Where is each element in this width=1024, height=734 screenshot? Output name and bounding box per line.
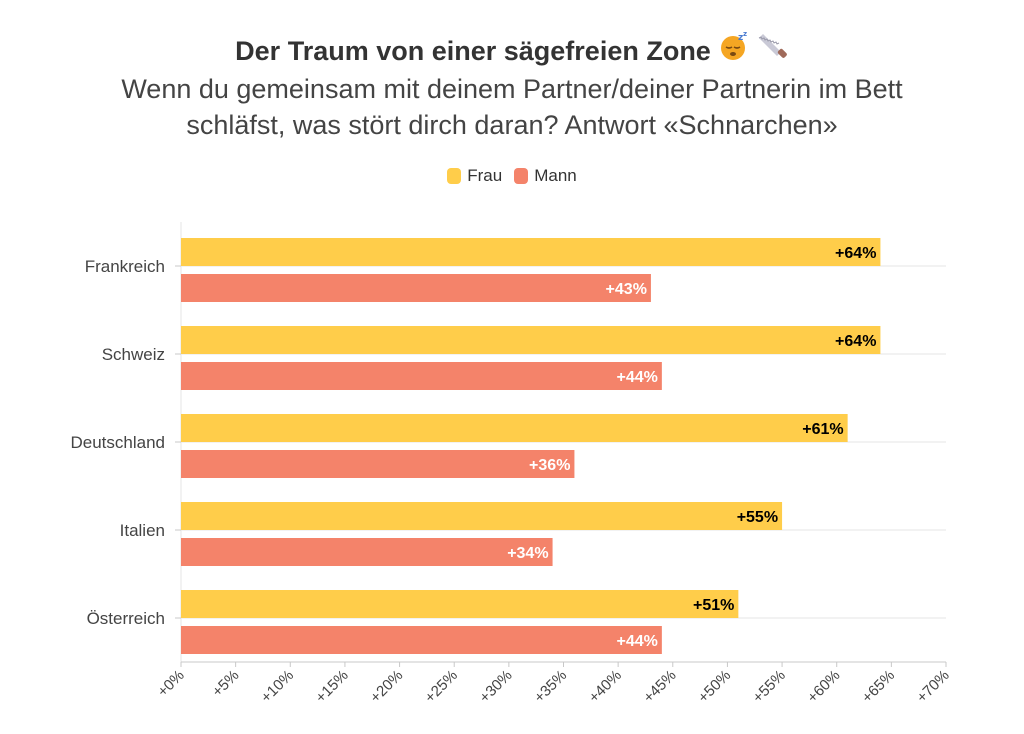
x-tick-label: +10% <box>258 667 297 706</box>
x-tick-label: +0% <box>154 667 188 701</box>
bar-mann <box>181 538 553 566</box>
data-label-frau: +55% <box>737 509 778 526</box>
bar-frau <box>181 502 783 530</box>
x-tick-label: +50% <box>695 667 734 706</box>
bar-frau <box>181 590 739 618</box>
x-tick-label: +30% <box>476 667 515 706</box>
category-label: Italien <box>120 521 165 540</box>
x-tick-label: +35% <box>531 667 570 706</box>
data-label-mann: +44% <box>616 633 657 650</box>
legend-swatch-mann <box>514 168 529 184</box>
x-tick-label: +5% <box>209 667 243 701</box>
x-tick-label: +45% <box>640 667 679 706</box>
chart-title-row: Der Traum von einer sägefreien Zone z z <box>235 30 789 71</box>
legend: Frau Mann <box>0 166 1024 186</box>
chart-title: Der Traum von einer sägefreien Zone <box>235 35 711 66</box>
x-tick-label: +40% <box>586 667 625 706</box>
bar-frau <box>181 326 881 354</box>
data-label-frau: +51% <box>693 597 734 614</box>
x-tick-label: +25% <box>422 667 461 706</box>
title-block: Der Traum von einer sägefreien Zone z z … <box>0 30 1024 143</box>
x-tick-label: +70% <box>913 667 952 706</box>
chart-subtitle: Wenn du gemeinsam mit deinem Partner/dei… <box>121 74 903 140</box>
data-label-mann: +34% <box>507 545 548 562</box>
legend-swatch-frau <box>447 168 462 184</box>
bar-mann <box>181 274 651 302</box>
x-tick-label: +60% <box>804 667 843 706</box>
bar-mann <box>181 626 662 654</box>
data-label-frau: +64% <box>835 245 876 262</box>
bar-frau <box>181 414 848 442</box>
data-label-mann: +44% <box>616 369 657 386</box>
bar-mann <box>181 450 575 478</box>
bar-mann <box>181 362 662 390</box>
x-tick-label: +15% <box>312 667 351 706</box>
category-label: Deutschland <box>70 433 165 452</box>
legend-label-mann: Mann <box>534 166 577 185</box>
data-label-mann: +36% <box>529 457 570 474</box>
category-label: Frankreich <box>85 257 165 276</box>
x-tick-label: +20% <box>367 667 406 706</box>
sleeping-face-icon: z z <box>719 30 749 70</box>
x-tick-label: +65% <box>859 667 898 706</box>
svg-text:z: z <box>738 33 743 43</box>
data-label-frau: +64% <box>835 333 876 350</box>
category-label: Österreich <box>87 609 165 628</box>
category-label: Schweiz <box>102 345 165 364</box>
bar-frau <box>181 238 881 266</box>
saw-icon <box>757 30 789 71</box>
svg-text:z: z <box>743 31 747 38</box>
x-tick-label: +55% <box>749 667 788 706</box>
legend-item-frau[interactable]: Frau <box>447 166 502 186</box>
legend-label-frau: Frau <box>467 166 503 185</box>
data-label-frau: +61% <box>802 421 843 438</box>
legend-item-mann[interactable]: Mann <box>514 166 577 186</box>
data-label-mann: +43% <box>606 281 647 298</box>
